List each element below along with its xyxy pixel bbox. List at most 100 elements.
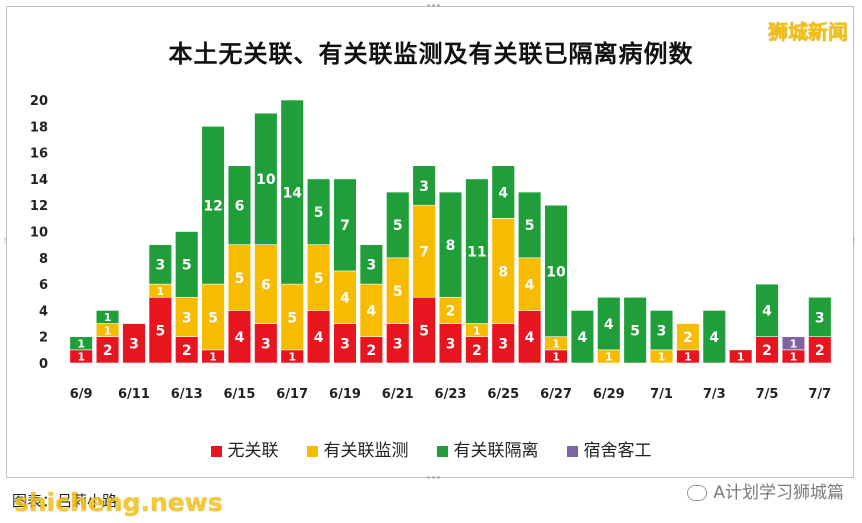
data-label: 1: [552, 351, 560, 364]
wechat-account-name: A计划学习狮城篇: [713, 483, 844, 503]
x-tick-label: 6/25: [487, 387, 519, 402]
wechat-icon: [687, 485, 708, 501]
x-tick-label: 6/21: [382, 387, 414, 402]
y-tick-label: 2: [39, 331, 48, 346]
y-tick-label: 10: [30, 226, 48, 241]
y-tick-label: 4: [39, 304, 48, 319]
bar-segment: [649, 310, 674, 351]
legend-swatch: [210, 445, 222, 457]
bar-segment: [122, 323, 146, 364]
legend-item: 有关联监测: [306, 436, 409, 461]
data-label: 5: [314, 271, 324, 287]
bar-segment: [175, 231, 199, 298]
data-label: 2: [472, 343, 482, 359]
resize-handle-bottom[interactable]: ∙∙∙: [426, 473, 442, 482]
data-label: 2: [366, 343, 376, 359]
legend-label: 有关联隔离: [453, 441, 539, 461]
bar-segment: [333, 178, 357, 272]
bar-segment: [570, 310, 595, 364]
bar-segment: [702, 310, 726, 364]
data-label: 4: [578, 330, 588, 346]
x-tick-label: 7/5: [756, 387, 779, 402]
data-label: 7: [340, 218, 350, 234]
data-label: 5: [208, 310, 218, 326]
bar-segment: [227, 165, 252, 245]
legend-item: 有关联隔离: [436, 436, 539, 461]
bar-segment: [623, 296, 647, 364]
data-label: 5: [393, 284, 403, 300]
data-label: 1: [684, 351, 692, 364]
data-label: 1: [658, 351, 666, 364]
x-tick-label: 6/27: [540, 387, 572, 402]
legend: 无关联 有关联监测 有关联隔离 宿舍客工: [0, 436, 862, 461]
bar-segment: [412, 165, 436, 206]
data-label: 4: [709, 330, 719, 346]
data-label: 3: [393, 337, 403, 353]
data-label: 1: [737, 351, 745, 364]
y-tick-label: 0: [39, 357, 48, 372]
data-label: 4: [762, 304, 772, 320]
y-tick-label: 12: [30, 199, 48, 214]
data-label: 6: [235, 199, 245, 215]
bar-segment: [69, 336, 93, 351]
data-label: 1: [104, 311, 112, 324]
data-label: 4: [525, 277, 535, 293]
bar-segment: [201, 126, 225, 285]
bar-segment: [280, 99, 304, 285]
data-label: 2: [815, 343, 825, 359]
legend-swatch: [436, 445, 448, 457]
data-label: 3: [261, 337, 271, 353]
data-label: 3: [815, 310, 825, 326]
x-tick-label: 7/7: [808, 387, 831, 402]
x-tick-label: 6/9: [70, 387, 93, 402]
data-label: 2: [683, 330, 693, 346]
y-tick-label: 8: [39, 252, 48, 267]
resize-handle-right[interactable]: ⁞: [852, 236, 856, 245]
data-label: 5: [155, 323, 165, 339]
bar-segment: [781, 336, 806, 351]
data-label: 1: [156, 285, 164, 298]
x-tick-label: 6/11: [118, 387, 150, 402]
data-label: 3: [129, 337, 139, 353]
watermark-bottom: shicheng.news: [14, 488, 223, 517]
bar-segment: [729, 349, 753, 364]
data-label: 5: [393, 218, 403, 234]
chart-title: 本土无关联、有关联监测及有关联已隔离病例数: [168, 40, 694, 68]
data-label: 4: [314, 330, 324, 346]
data-label: 4: [498, 185, 508, 201]
data-label: 3: [340, 337, 350, 353]
legend-item: 宿舍客工: [566, 436, 652, 461]
bar-segment: [808, 296, 832, 338]
y-tick-label: 16: [30, 147, 48, 162]
data-label: 5: [630, 323, 640, 339]
y-tick-label: 20: [30, 94, 48, 109]
data-label: 3: [366, 258, 376, 274]
x-tick-label: 6/15: [224, 387, 256, 402]
data-label: 10: [256, 172, 276, 188]
x-tick-label: 6/17: [276, 387, 308, 402]
data-label: 1: [77, 351, 85, 364]
data-label: 3: [182, 310, 192, 326]
data-label: 1: [104, 324, 112, 337]
data-label: 1: [552, 337, 560, 350]
x-tick-label: 7/1: [650, 387, 673, 402]
data-label: 1: [473, 324, 481, 337]
bar-segment: [544, 204, 568, 337]
bar-segment: [386, 191, 410, 259]
y-tick-label: 6: [39, 278, 48, 293]
resize-handle-left[interactable]: ⁞: [3, 236, 7, 245]
x-tick-label: 7/3: [703, 387, 726, 402]
resize-handle-top[interactable]: ∙∙∙: [426, 1, 442, 10]
wechat-account: A计划学习狮城篇: [687, 478, 844, 503]
data-label: 7: [419, 245, 429, 261]
bar-segment: [755, 283, 779, 338]
legend-label: 无关联: [227, 441, 279, 461]
data-label: 1: [209, 351, 217, 364]
data-label: 4: [340, 291, 350, 307]
data-label: 1: [790, 337, 798, 350]
y-tick-label: 18: [30, 120, 48, 135]
bar-segment: [254, 112, 278, 245]
legend-swatch: [306, 445, 318, 457]
data-label: 5: [235, 271, 245, 287]
